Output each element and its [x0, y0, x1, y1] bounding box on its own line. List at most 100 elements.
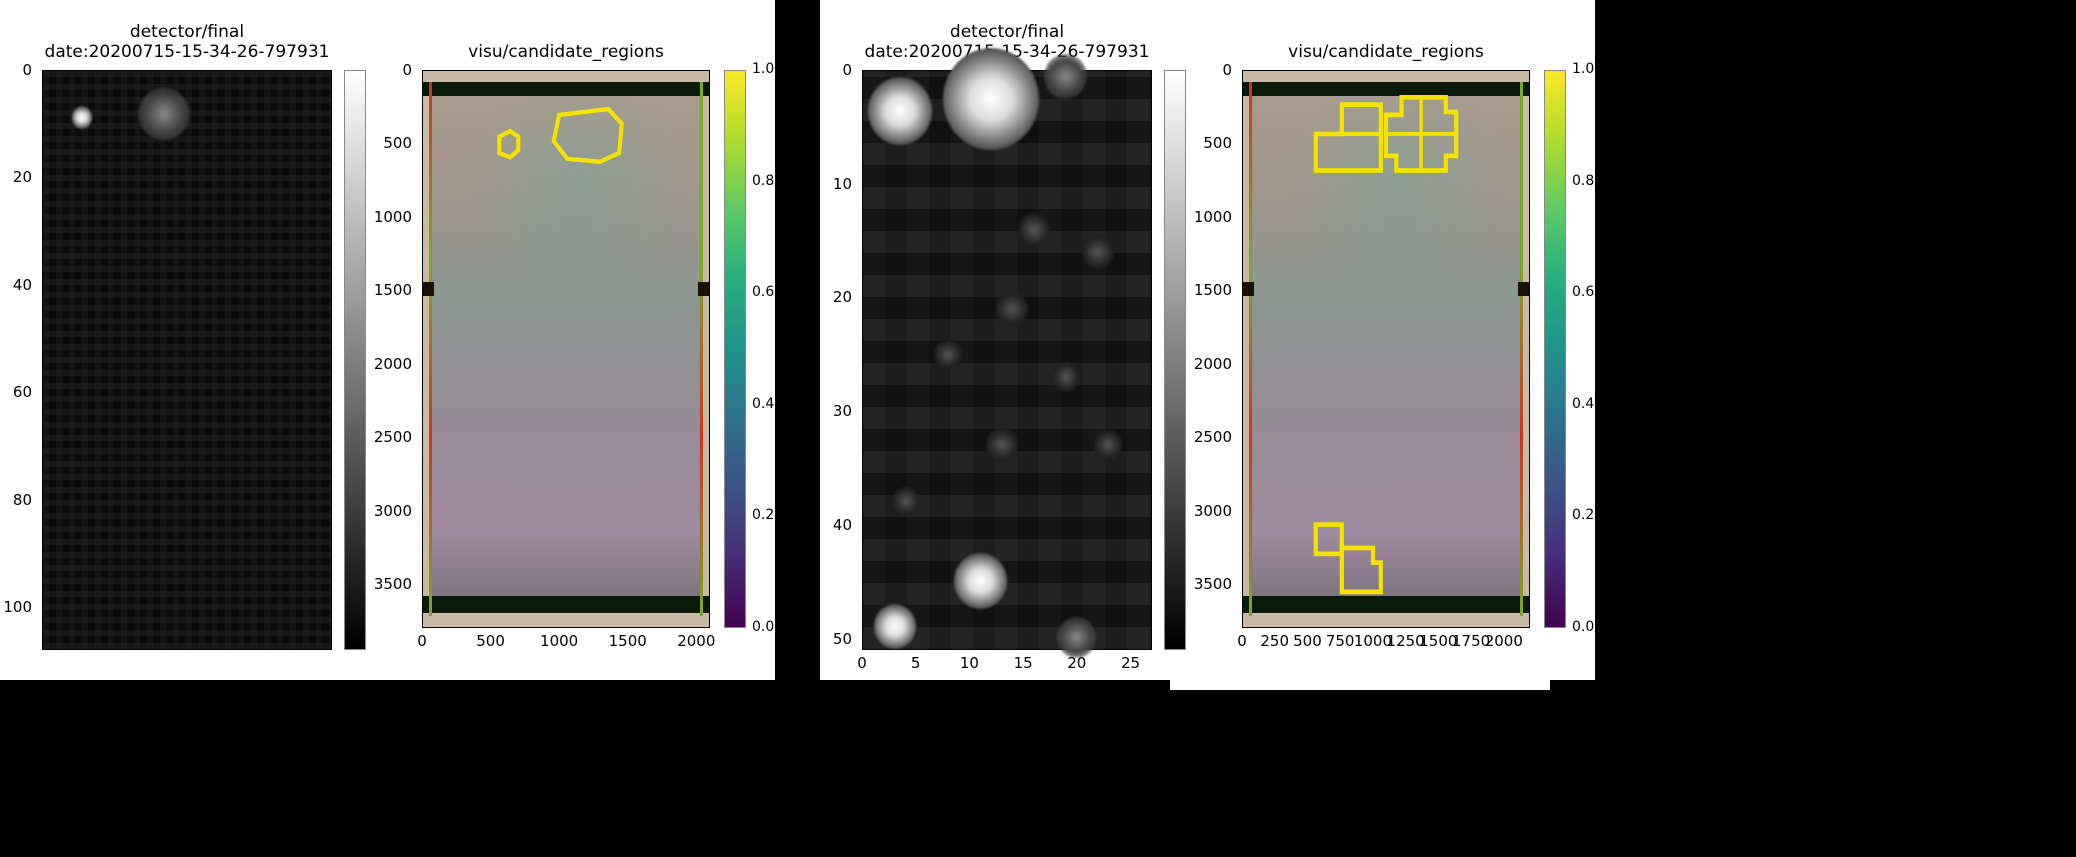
xtick-label: 1500	[608, 632, 648, 650]
detector-left-noise	[43, 71, 331, 649]
detector-left-blob-1	[72, 106, 92, 129]
panel-group-right: detector/final date:20200715-15-34-26-79…	[820, 0, 1595, 680]
detector-blob	[1094, 430, 1122, 459]
cbar-tick-label: 0.6	[1572, 284, 1594, 300]
detector-blob	[954, 553, 1007, 610]
detector-blob	[996, 292, 1028, 326]
cbar-tick-label: 0.2	[752, 507, 774, 523]
detector-blob	[1018, 213, 1050, 247]
ytick-label: 20	[0, 168, 32, 186]
visu-right-colorbar	[1544, 70, 1566, 628]
xtick-label: 50	[286, 654, 326, 672]
xtick-label: 25	[1111, 654, 1151, 672]
detector-blob	[1082, 235, 1114, 269]
visu-left-overlay	[423, 71, 709, 627]
ytick-label: 50	[812, 630, 852, 648]
xtick-label: 500	[471, 632, 511, 650]
ytick-label: 500	[1192, 134, 1232, 152]
ytick-label: 20	[812, 288, 852, 306]
ytick-label: 3500	[1192, 575, 1232, 593]
xtick-label: 0	[22, 654, 62, 672]
detector-blob	[892, 487, 920, 516]
xtick-label: 20	[1057, 654, 1097, 672]
xtick-label: 2000	[676, 632, 716, 650]
ytick-label: 0	[812, 61, 852, 79]
xtick-label: 15	[1003, 654, 1043, 672]
cbar-tick-label: 0.0	[752, 619, 774, 635]
subplot-visu-right: visu/candidate_regions	[1242, 70, 1530, 628]
ytick-label: 3000	[372, 502, 412, 520]
cbar-tick-label: 0.0	[1572, 619, 1594, 635]
detector-left-blob-2	[138, 88, 190, 140]
detector-left-title-line1: detector/final	[130, 22, 244, 42]
cbar-tick-label: 0.8	[752, 173, 774, 189]
visu-right-overlay	[1243, 71, 1529, 627]
ytick-label: 40	[0, 276, 32, 294]
xtick-label: 20	[127, 654, 167, 672]
xtick-label: 10	[949, 654, 989, 672]
visu-left-axes	[422, 70, 710, 628]
xtick-label: 0	[402, 632, 442, 650]
visu-right-axes	[1242, 70, 1530, 628]
visu-left-title: visu/candidate_regions	[422, 42, 710, 62]
ytick-label: 60	[0, 383, 32, 401]
detector-left-colorbar	[344, 70, 366, 650]
detector-right-axes	[862, 70, 1152, 650]
detector-blob	[986, 428, 1018, 462]
ytick-label: 1500	[1192, 281, 1232, 299]
ytick-label: 0	[1192, 61, 1232, 79]
detector-blob	[943, 48, 1039, 150]
detector-blob	[868, 77, 932, 145]
ytick-label: 10	[812, 175, 852, 193]
cbar-tick-label: 0.6	[752, 284, 774, 300]
xtick-label: 30	[180, 654, 220, 672]
ytick-label: 1500	[372, 281, 412, 299]
cbar-tick-label: 1.0	[752, 61, 774, 77]
detector-left-title: detector/final date:20200715-15-34-26-79…	[42, 22, 332, 62]
cbar-tick-label: 0.8	[1572, 173, 1594, 189]
ytick-label: 1000	[372, 208, 412, 226]
xtick-label: 10	[75, 654, 115, 672]
xtick-label: 40	[233, 654, 273, 672]
panel-group-left: detector/final date:20200715-15-34-26-79…	[0, 0, 775, 680]
detector-left-axes	[42, 70, 332, 650]
ytick-label: 1000	[1192, 208, 1232, 226]
cbar-tick-label: 0.4	[752, 396, 774, 412]
ytick-label: 40	[812, 516, 852, 534]
ytick-label: 100	[0, 598, 32, 616]
cbar-tick-label: 0.2	[1572, 507, 1594, 523]
ytick-label: 2000	[1192, 355, 1232, 373]
cbar-tick-label: 1.0	[1572, 61, 1594, 77]
detector-right-title-line1: detector/final	[950, 22, 1064, 42]
subplot-detector-right: detector/final date:20200715-15-34-26-79…	[862, 70, 1152, 650]
visu-right-title-text: visu/candidate_regions	[1288, 42, 1484, 62]
ytick-label: 500	[372, 134, 412, 152]
detector-blob	[1052, 362, 1080, 391]
visu-left-colorbar	[724, 70, 746, 628]
visu-left-title-text: visu/candidate_regions	[468, 42, 664, 62]
detector-blob	[874, 604, 917, 649]
xtick-label: 0	[842, 654, 882, 672]
detector-blob	[1057, 617, 1095, 658]
ytick-label: 0	[0, 61, 32, 79]
detector-blob	[934, 340, 962, 369]
ytick-label: 30	[812, 402, 852, 420]
ytick-label: 80	[0, 491, 32, 509]
subplot-visu-left: visu/candidate_regions 05001000150020002…	[422, 70, 710, 628]
subplot-detector-left: detector/final date:20200715-15-34-26-79…	[42, 70, 332, 650]
ytick-label: 0	[372, 61, 412, 79]
ytick-label: 2500	[372, 428, 412, 446]
xtick-label: 2000	[1484, 632, 1524, 650]
xtick-label: 1000	[539, 632, 579, 650]
visu-right-title: visu/candidate_regions	[1242, 42, 1530, 62]
detector-blob	[1044, 54, 1087, 99]
ytick-label: 3000	[1192, 502, 1232, 520]
detector-right-blobs	[863, 71, 1151, 649]
ytick-label: 2500	[1192, 428, 1232, 446]
detector-right-colorbar	[1164, 70, 1186, 650]
xtick-label: 5	[896, 654, 936, 672]
ytick-label: 3500	[372, 575, 412, 593]
cbar-tick-label: 0.4	[1572, 396, 1594, 412]
ytick-label: 2000	[372, 355, 412, 373]
detector-left-title-line2: date:20200715-15-34-26-797931	[42, 42, 332, 62]
